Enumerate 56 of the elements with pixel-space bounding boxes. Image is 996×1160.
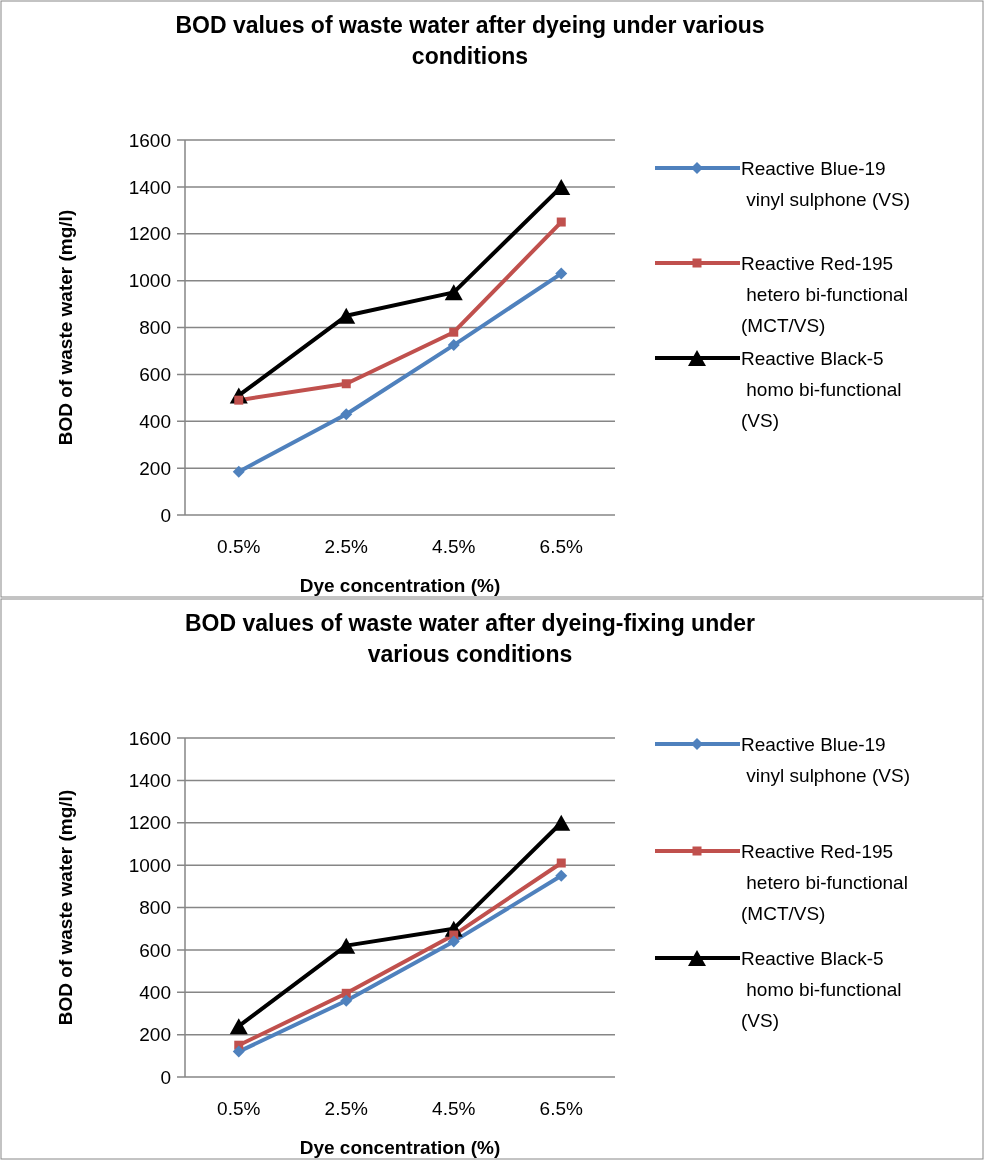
point [556, 217, 566, 227]
point [340, 994, 353, 1007]
chart-title: BOD values of waste water after dyeing-fixing under various conditions [184, 610, 756, 667]
x-tick-label: 6.5% [539, 1098, 584, 1119]
y-tick-label: 0 [160, 504, 171, 526]
y-tick-label: 0 [160, 1066, 171, 1088]
y-tick-label: 1000 [128, 270, 171, 292]
x-tick-label: 4.5% [432, 536, 476, 557]
y-tick-label: 200 [139, 1024, 171, 1046]
point [337, 937, 356, 954]
legend-label: Reactive Red-195 hetero bi-functional (MCT/VS) [741, 841, 908, 924]
x-tick-label: 6.5% [539, 536, 584, 557]
point [229, 1018, 248, 1035]
y-tick-label: 800 [139, 317, 171, 339]
y-tick-label: 600 [139, 364, 171, 386]
point [556, 858, 566, 868]
chart-title: BOD values of waste water after dyeing under various conditions [175, 12, 765, 69]
y-tick-label: 1200 [128, 223, 171, 245]
x-tick-label: 2.5% [324, 536, 369, 557]
y-tick-label: 1600 [128, 727, 171, 749]
y-tick-label: 200 [139, 457, 171, 479]
x-tick-label: 0.5% [217, 536, 261, 557]
point [552, 178, 571, 195]
y-axis-title: BOD of waste water (mg/l) [55, 789, 76, 1026]
point [449, 327, 459, 337]
legend-label: Reactive Black-5 homo bi-functional (VS) [741, 348, 902, 431]
point [341, 379, 351, 389]
legend-label: Reactive Black-5 homo bi-functional (VS) [741, 948, 902, 1031]
point [447, 935, 460, 948]
point [232, 1045, 245, 1058]
y-axis-title: BOD of waste water (mg/l) [55, 209, 76, 446]
y-tick-label: 800 [139, 897, 171, 919]
x-tick-label: 2.5% [324, 1098, 369, 1119]
y-tick-label: 1600 [128, 129, 171, 151]
point [447, 339, 460, 352]
y-tick-label: 1400 [128, 176, 171, 198]
y-tick-label: 400 [139, 981, 171, 1003]
y-tick-label: 1000 [128, 854, 171, 876]
point [555, 267, 568, 280]
point [337, 307, 356, 324]
y-tick-label: 1200 [128, 812, 171, 834]
point [555, 869, 568, 882]
point [340, 408, 353, 421]
y-tick-label: 400 [139, 410, 171, 432]
x-tick-label: 4.5% [432, 1098, 476, 1119]
point [232, 465, 245, 478]
x-axis-title: Dye concentration (%) [299, 575, 501, 596]
legend-label: Reactive Blue-19 vinyl sulphone (VS) [741, 158, 910, 210]
legend-label: Reactive Red-195 hetero bi-functional (MCT/VS) [741, 253, 908, 336]
point [444, 284, 463, 301]
y-tick-label: 1400 [128, 770, 171, 792]
x-tick-label: 0.5% [217, 1098, 261, 1119]
y-tick-label: 600 [139, 939, 171, 961]
x-axis-title: Dye concentration (%) [299, 1137, 501, 1158]
legend-label: Reactive Blue-19 vinyl sulphone (VS) [741, 734, 910, 786]
point [552, 814, 571, 831]
